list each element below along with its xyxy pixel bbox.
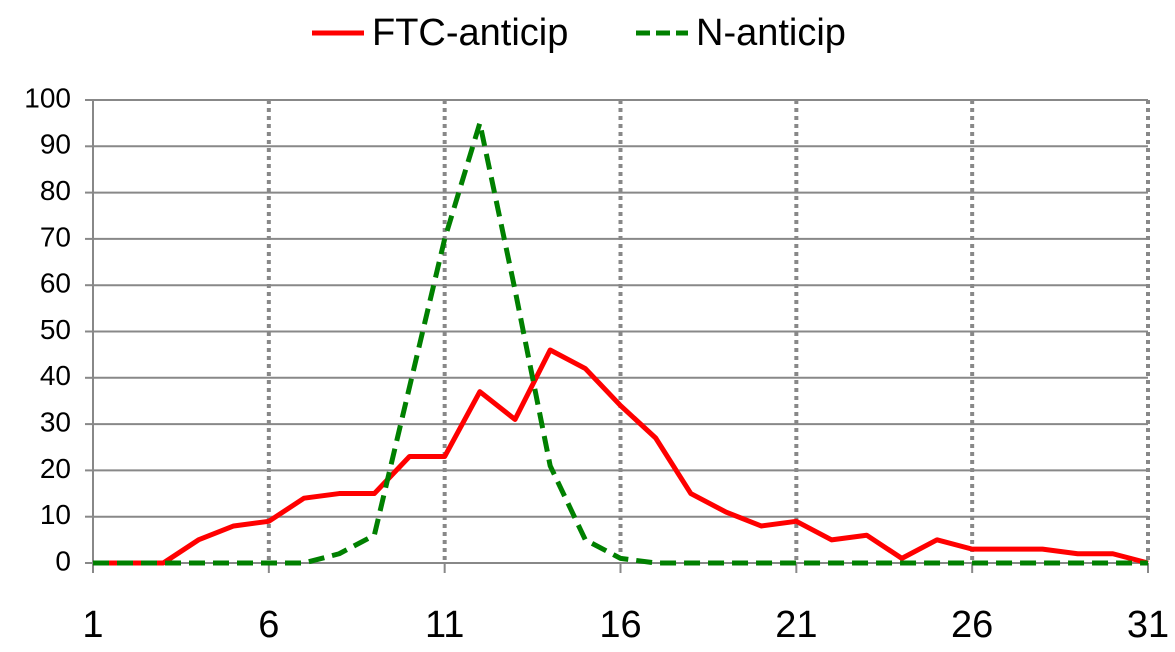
legend-label: N-anticip (696, 12, 846, 54)
x-tick-label: 1 (82, 604, 103, 646)
x-tick-label: 16 (599, 604, 641, 646)
y-tick-label: 50 (40, 314, 71, 345)
x-tick-label: 6 (258, 604, 279, 646)
y-tick-label: 40 (40, 360, 71, 391)
series-line (93, 347, 1149, 566)
y-tick-label: 70 (40, 221, 71, 252)
y-tick-label: 80 (40, 175, 71, 206)
y-tick-label: 100 (24, 82, 71, 113)
y-tick-label: 60 (40, 268, 71, 299)
y-tick-label: 30 (40, 406, 71, 437)
x-tick-label: 11 (425, 604, 464, 646)
y-tick-label: 10 (40, 499, 71, 530)
y-tick-label: 90 (40, 129, 71, 160)
series-line (93, 120, 1148, 566)
x-tick-label: 26 (951, 604, 993, 646)
x-tick-label: 31 (1127, 604, 1169, 646)
x-tick-label: 21 (775, 604, 817, 646)
y-tick-label: 0 (55, 545, 71, 576)
legend-label: FTC-anticip (372, 12, 568, 54)
y-tick-label: 20 (40, 453, 71, 484)
